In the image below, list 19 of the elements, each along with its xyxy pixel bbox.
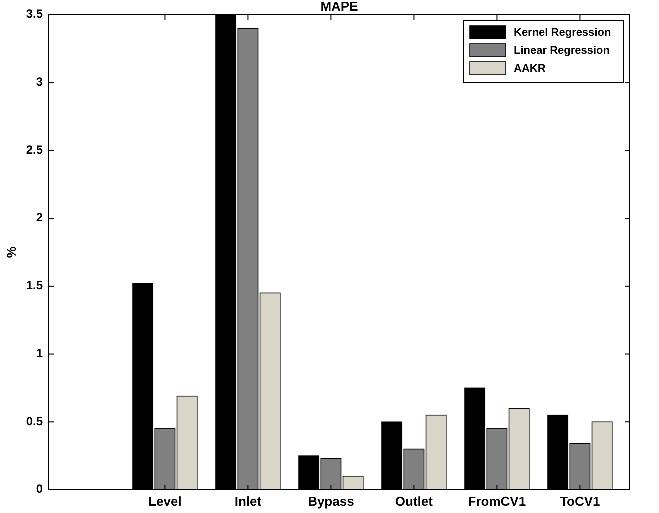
- y-tick-label: 3: [36, 75, 44, 90]
- x-tick-label: ToCV1: [560, 494, 600, 509]
- y-tick-label: 2.5: [26, 142, 44, 157]
- x-tick-label: Outlet: [395, 494, 434, 509]
- y-tick-label: 2: [36, 210, 44, 225]
- x-tick-label: Level: [148, 494, 182, 509]
- y-axis-title: %: [4, 246, 19, 258]
- y-tick-label: 1.5: [26, 278, 44, 293]
- y-tick-label: 1: [36, 346, 44, 360]
- y-tick-label: 0.5: [26, 414, 44, 428]
- chart-title: MAPE: [320, 0, 359, 14]
- y-tick-label: 3.5: [26, 7, 44, 22]
- x-tick-label: Inlet: [234, 494, 262, 509]
- legend-label: AAKR: [514, 62, 546, 75]
- legend-label: Linear Regression: [514, 44, 610, 57]
- legend-label: Kernel Regression: [514, 26, 612, 39]
- x-tick-label: FromCV1: [468, 494, 526, 509]
- x-tick-label: Bypass: [308, 494, 354, 509]
- y-tick-label: 0: [36, 482, 44, 496]
